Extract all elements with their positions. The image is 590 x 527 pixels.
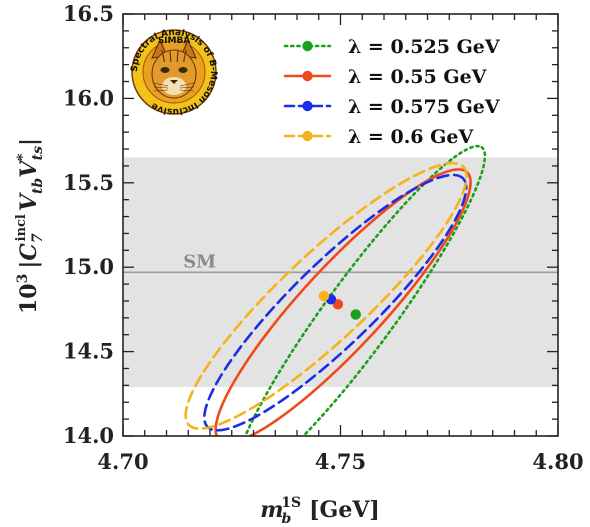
y-tick-label: 16.5 xyxy=(63,1,114,26)
lynx-whisker xyxy=(153,89,169,92)
y-title-v1-sub: tb xyxy=(30,178,46,194)
y-tick-label: 15.5 xyxy=(63,170,114,195)
legend: λ = 0.525 GeV λ = 0.55 GeV λ = 0.575 GeV λ … xyxy=(283,36,501,148)
x-title-sub: b xyxy=(281,511,291,527)
lynx-whisker xyxy=(179,82,195,87)
y-title-prefix-exp: 3 xyxy=(15,274,31,284)
lynx-left-eye xyxy=(160,67,170,73)
x-title-main: m xyxy=(260,497,283,523)
y-tick-label: 14.5 xyxy=(63,339,114,364)
axis-ticks xyxy=(122,13,559,437)
x-tick-label: 4.80 xyxy=(532,449,583,474)
lynx-whisker xyxy=(153,82,169,87)
x-title-sup: 1S xyxy=(281,495,301,511)
y-title-core-sup: incl xyxy=(14,214,29,241)
central-point-3 xyxy=(318,290,330,302)
y-title-core: |C xyxy=(16,243,42,269)
central-point-0 xyxy=(350,309,361,320)
legend-marker-3 xyxy=(302,130,313,142)
x-tick-label: 4.75 xyxy=(315,449,366,474)
lynx-face xyxy=(151,38,197,99)
y-tick-label: 15.0 xyxy=(63,254,114,279)
legend-label-3: λ = 0.6 GeV xyxy=(348,126,474,148)
legend-label-2: λ = 0.575 GeV xyxy=(348,96,501,118)
legend-marker-1 xyxy=(302,70,313,82)
y-tick-label: 14.0 xyxy=(63,423,114,448)
logo-title-text: SIMBA xyxy=(158,36,191,46)
lynx-right-eye xyxy=(178,67,188,73)
lynx-muzzle xyxy=(162,77,186,95)
y-tick-label: 16.0 xyxy=(63,85,114,110)
y-title-v2: V xyxy=(16,159,42,178)
y-title-core-sub: 7 xyxy=(30,233,46,243)
x-axis-title: mb1S [GeV] xyxy=(260,495,380,527)
lynx-stripe xyxy=(176,49,179,63)
axis-tick-labels: 4.70 4.75 4.80 14.0 14.5 15.0 15.5 16.0 16.5 xyxy=(63,1,584,474)
lynx-stripe xyxy=(183,49,187,63)
sm-label: SM xyxy=(183,251,216,272)
point-layer xyxy=(318,290,361,320)
simba-logo: Spectral Analysis of B-Meson Inclusive S… xyxy=(130,28,218,116)
lynx-whisker xyxy=(153,86,169,89)
lynx-stripe xyxy=(161,49,165,63)
y-title-v2-sub: ts xyxy=(30,146,46,160)
y-title-v1: V xyxy=(16,192,42,211)
x-title-unit: [GeV] xyxy=(309,497,380,523)
confidence-ellipse-0 xyxy=(233,144,487,436)
legend-label-1: λ = 0.55 GeV xyxy=(348,66,488,88)
confidence-ellipse-3 xyxy=(184,161,468,430)
lynx-whisker xyxy=(179,86,195,89)
lynx-nose xyxy=(170,80,178,84)
lynx-whisker xyxy=(179,89,195,92)
legend-marker-0 xyxy=(302,40,313,52)
x-tick-label: 4.70 xyxy=(97,449,148,474)
y-title-close: | xyxy=(16,138,42,146)
ellipse-layer xyxy=(184,144,487,436)
legend-marker-2 xyxy=(302,100,313,112)
legend-label-0: λ = 0.525 GeV xyxy=(348,36,501,58)
y-title-prefix: 10 xyxy=(16,283,42,314)
y-title-v2-sup: * xyxy=(15,153,31,161)
lynx-stripe xyxy=(169,49,172,63)
y-axis-title: 103|C7inclVtbV*ts| xyxy=(14,138,46,314)
